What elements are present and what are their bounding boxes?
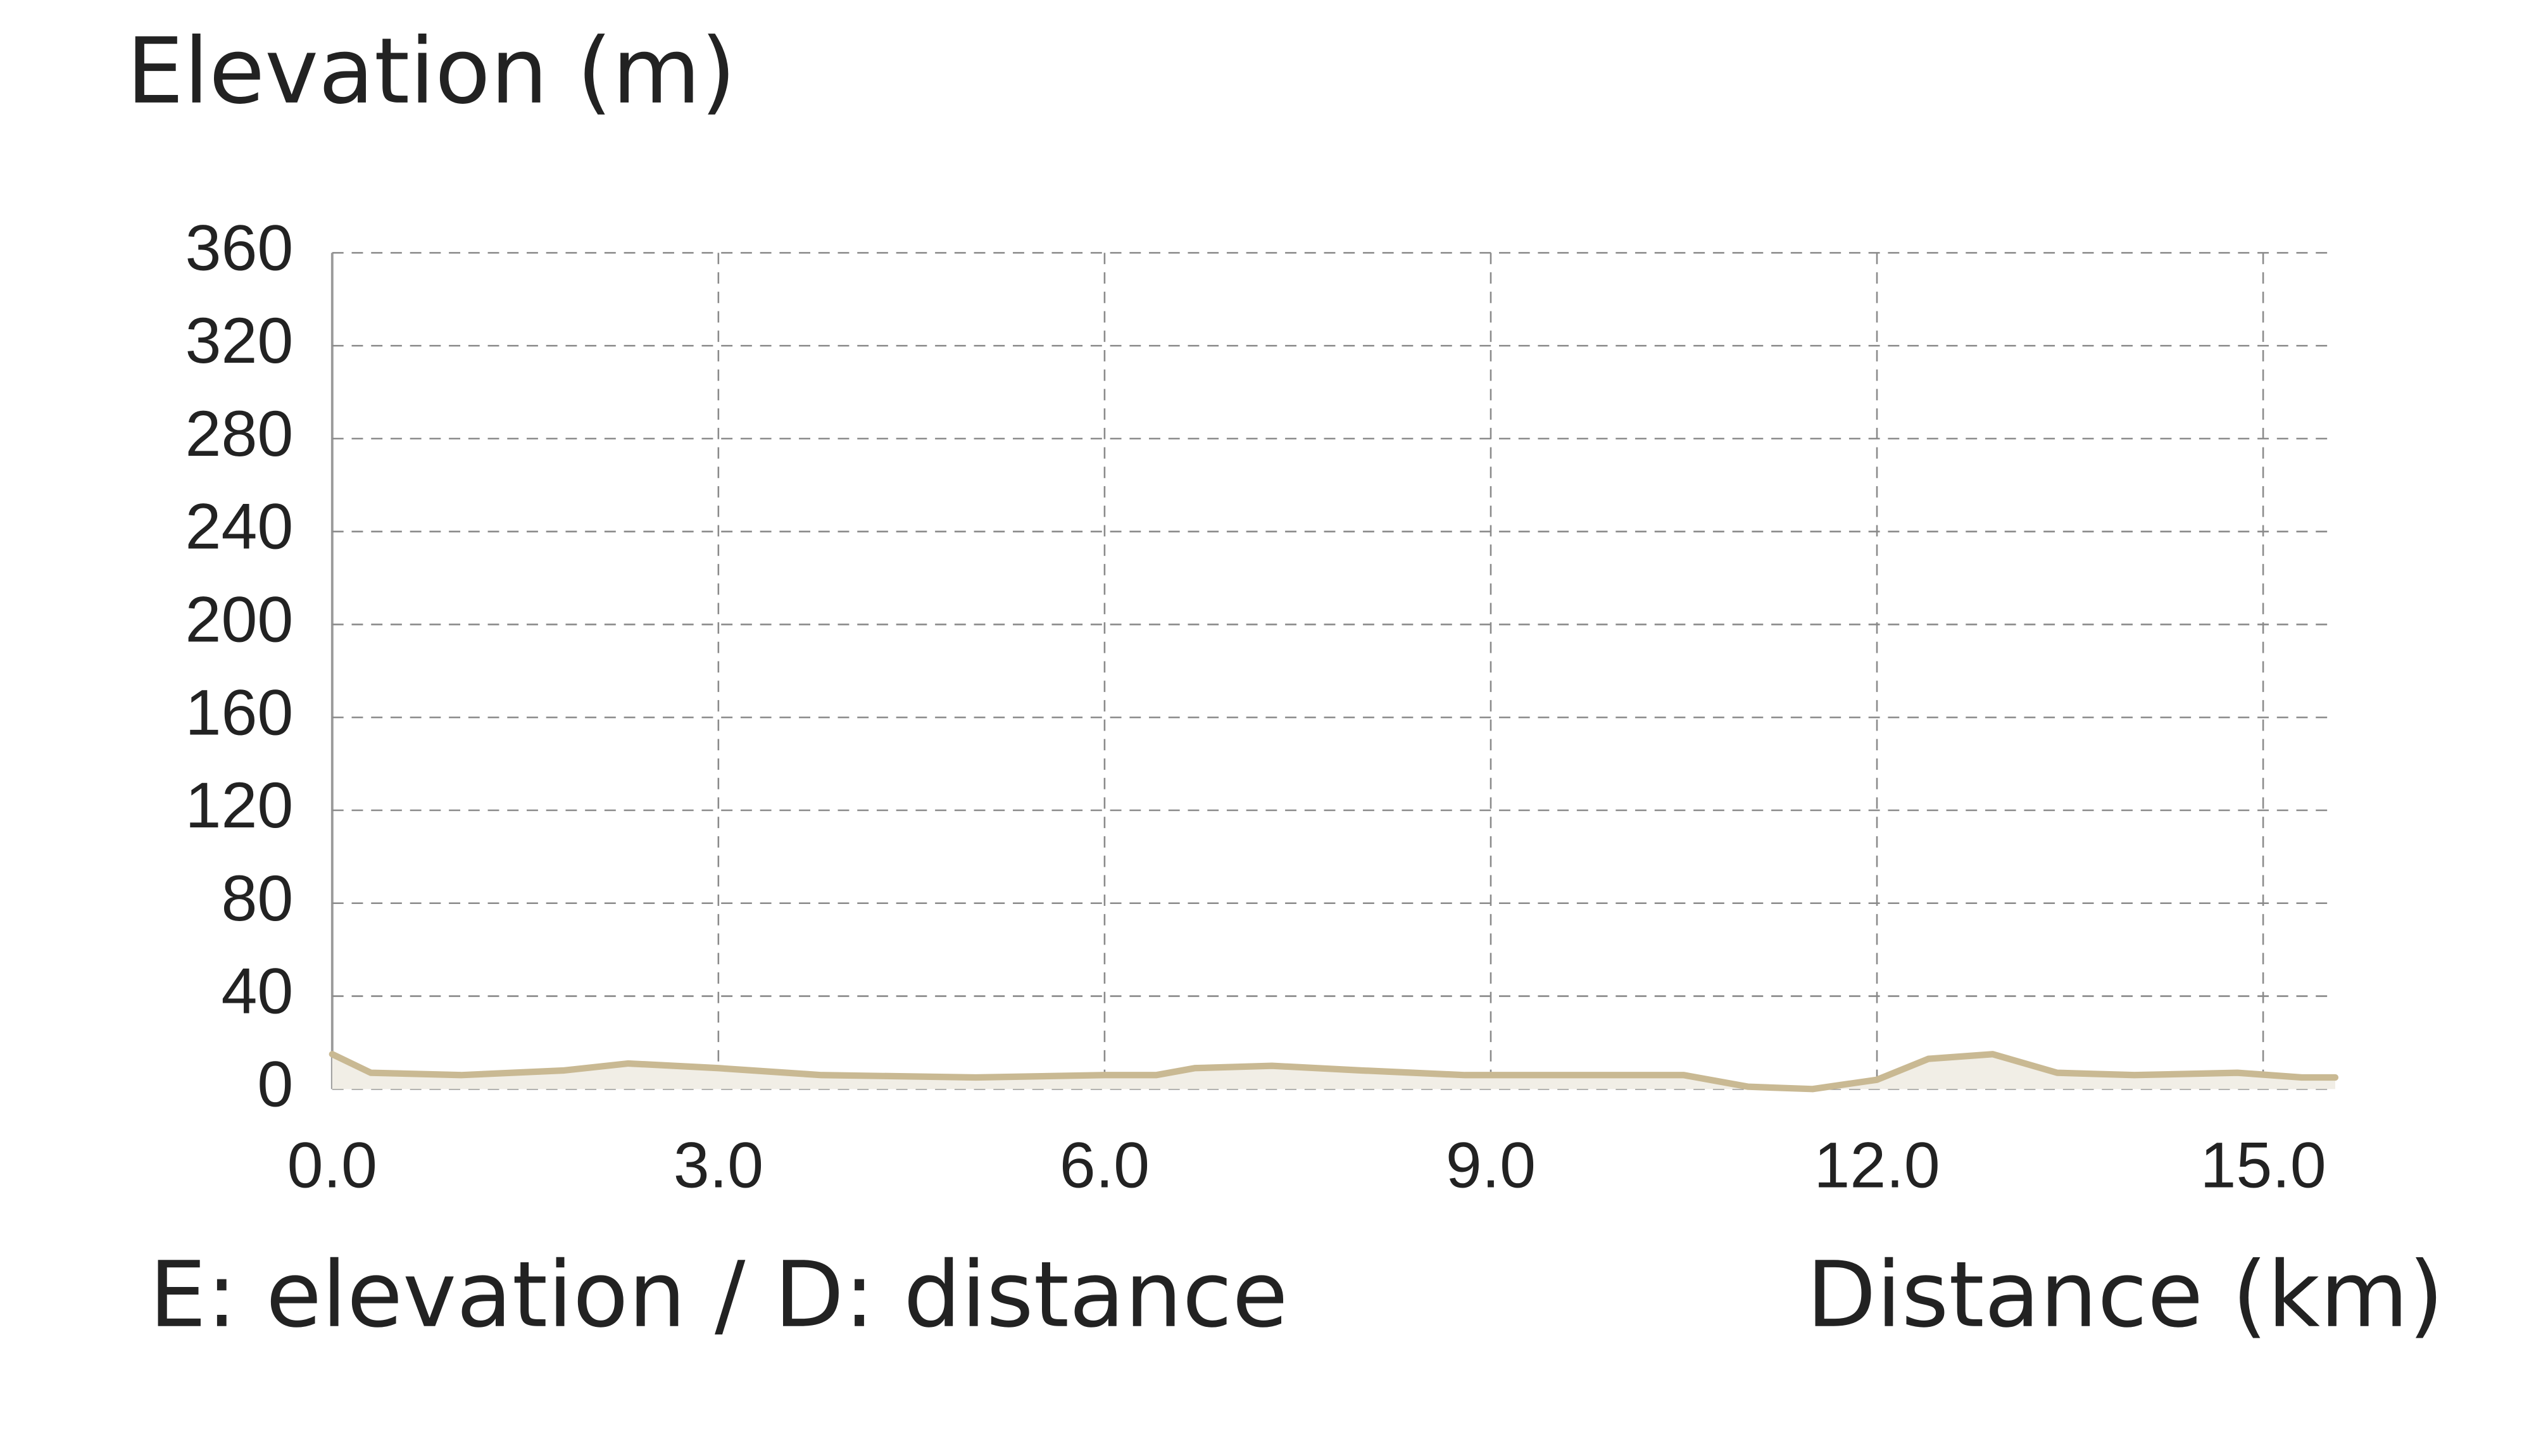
- y-tick-label: 240: [185, 490, 294, 563]
- y-tick-label: 200: [185, 583, 294, 656]
- x-tick-label: 3.0: [674, 1128, 763, 1201]
- x-tick-label: 9.0: [1446, 1128, 1536, 1201]
- elevation-line: [329, 1051, 2339, 1093]
- legend-note: E: elevation / D: distance: [149, 1242, 1288, 1348]
- y-tick-label: 80: [221, 862, 293, 934]
- chart-title: Elevation (m): [127, 18, 736, 124]
- y-tick-label: 320: [185, 304, 294, 377]
- y-tick-label: 360: [185, 211, 294, 284]
- y-tick-label: 160: [185, 675, 294, 748]
- y-tick-label: 0: [257, 1047, 293, 1120]
- y-tick-label: 120: [185, 769, 294, 841]
- y-tick-label: 40: [221, 955, 293, 1027]
- x-tick-label: 0.0: [287, 1128, 377, 1201]
- x-tick-label: 15.0: [2200, 1128, 2326, 1201]
- x-tick-label: 12.0: [1814, 1128, 1940, 1201]
- x-tick-label: 6.0: [1060, 1128, 1150, 1201]
- x-axis-label: Distance (km): [1807, 1242, 2444, 1348]
- y-tick-label: 280: [185, 397, 294, 470]
